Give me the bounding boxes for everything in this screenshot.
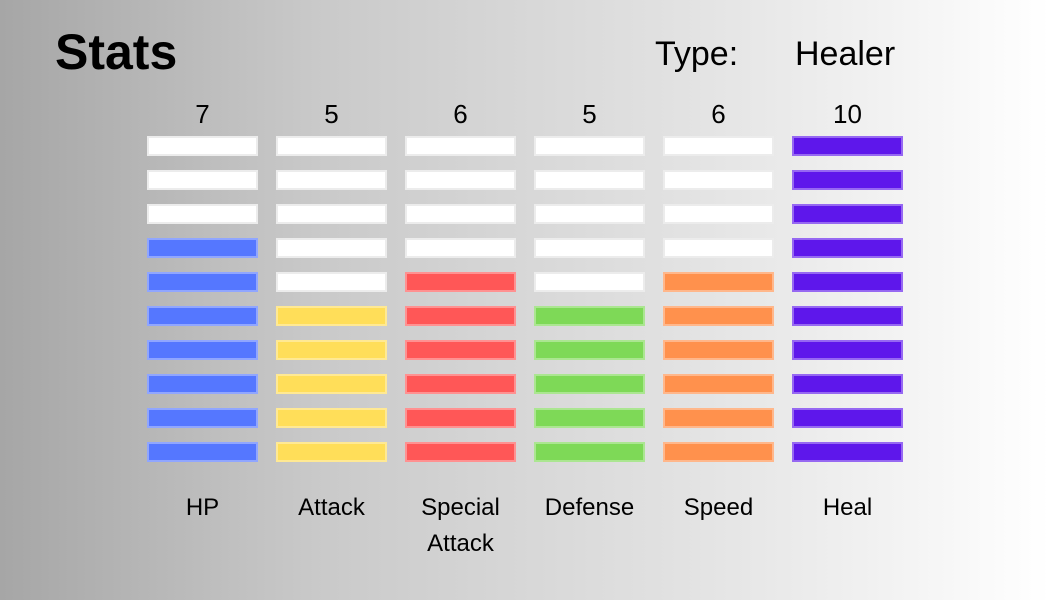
stat-segment-empty bbox=[663, 136, 774, 156]
stat-segment-empty bbox=[405, 136, 516, 156]
stat-segment-filled bbox=[276, 306, 387, 326]
stat-column-attack: 5 Attack bbox=[276, 96, 387, 562]
stat-value: 5 bbox=[324, 99, 339, 129]
stat-value: 5 bbox=[582, 99, 597, 129]
type-value: Healer bbox=[795, 35, 896, 73]
stat-segment-filled bbox=[276, 340, 387, 360]
stat-segment-empty bbox=[276, 204, 387, 224]
stat-segment-empty bbox=[276, 170, 387, 190]
stat-bar-meter bbox=[534, 136, 645, 462]
stat-segment-filled bbox=[147, 340, 258, 360]
stat-column-speed: 6 Speed bbox=[663, 96, 774, 562]
stat-segment-filled bbox=[663, 442, 774, 462]
stat-segment-filled bbox=[792, 238, 903, 258]
page-title: Stats bbox=[55, 24, 178, 80]
stat-bar-meter bbox=[276, 136, 387, 462]
stat-bar-meter bbox=[792, 136, 903, 462]
stat-segment-filled bbox=[405, 272, 516, 292]
stat-segment-empty bbox=[534, 238, 645, 258]
stat-segment-filled bbox=[663, 374, 774, 394]
stat-segment-filled bbox=[276, 374, 387, 394]
stat-segment-filled bbox=[147, 374, 258, 394]
stat-segment-empty bbox=[147, 204, 258, 224]
stat-column-special-attack: 6 Special Attack bbox=[405, 96, 516, 562]
stat-segment-filled bbox=[405, 442, 516, 462]
stat-segment-filled bbox=[792, 272, 903, 292]
stat-value: 6 bbox=[453, 99, 468, 129]
stat-segment-empty bbox=[663, 170, 774, 190]
stat-column-hp: 7 HP bbox=[147, 96, 258, 562]
stat-segment-empty bbox=[276, 136, 387, 156]
stat-column-defense: 5 Defense bbox=[534, 96, 645, 562]
stat-segment-empty bbox=[663, 204, 774, 224]
stat-segment-filled bbox=[792, 204, 903, 224]
stat-bar-meter bbox=[405, 136, 516, 462]
stat-segment-filled bbox=[276, 442, 387, 462]
stat-segment-filled bbox=[792, 340, 903, 360]
stats-panel: 7 HP 5 Attack 6 Special Attack 5 Defense… bbox=[147, 96, 903, 562]
stat-segment-filled bbox=[792, 374, 903, 394]
stat-segment-filled bbox=[405, 408, 516, 428]
stat-segment-filled bbox=[663, 272, 774, 292]
stat-label: Heal bbox=[822, 494, 873, 521]
stat-segment-filled bbox=[534, 306, 645, 326]
stat-value: 7 bbox=[195, 99, 210, 129]
stat-label: Special Attack bbox=[421, 494, 500, 557]
stat-segment-empty bbox=[534, 204, 645, 224]
stat-label: Attack bbox=[298, 494, 365, 521]
stat-segment-filled bbox=[147, 272, 258, 292]
stat-segment-filled bbox=[792, 408, 903, 428]
stat-segment-filled bbox=[534, 340, 645, 360]
stat-bar-meter bbox=[147, 136, 258, 462]
stat-segment-empty bbox=[663, 238, 774, 258]
stat-segment-empty bbox=[405, 204, 516, 224]
stat-segment-filled bbox=[534, 442, 645, 462]
stat-segment-filled bbox=[663, 306, 774, 326]
stat-segment-filled bbox=[792, 306, 903, 326]
stat-segment-filled bbox=[405, 340, 516, 360]
stat-segment-empty bbox=[276, 238, 387, 258]
type-label: Type: bbox=[655, 35, 739, 73]
stat-segment-empty bbox=[147, 136, 258, 156]
stat-label: Speed bbox=[683, 494, 754, 521]
stat-segment-filled bbox=[276, 408, 387, 428]
stat-segment-filled bbox=[147, 408, 258, 428]
stat-segment-filled bbox=[147, 442, 258, 462]
stat-segment-empty bbox=[405, 170, 516, 190]
stat-segment-empty bbox=[534, 272, 645, 292]
stat-segment-filled bbox=[534, 408, 645, 428]
stat-segment-filled bbox=[663, 340, 774, 360]
stat-label: HP bbox=[185, 494, 220, 521]
stat-segment-filled bbox=[792, 170, 903, 190]
stat-segment-empty bbox=[534, 136, 645, 156]
stat-segment-filled bbox=[792, 442, 903, 462]
stat-value: 10 bbox=[833, 99, 862, 129]
stat-segment-filled bbox=[147, 306, 258, 326]
stat-segment-filled bbox=[534, 374, 645, 394]
stat-segment-empty bbox=[405, 238, 516, 258]
stat-segment-empty bbox=[276, 272, 387, 292]
stat-segment-empty bbox=[147, 170, 258, 190]
stat-bar-meter bbox=[663, 136, 774, 462]
stat-segment-filled bbox=[405, 374, 516, 394]
stat-segment-filled bbox=[147, 238, 258, 258]
stat-segment-empty bbox=[534, 170, 645, 190]
stat-segment-filled bbox=[792, 136, 903, 156]
stat-segment-filled bbox=[663, 408, 774, 428]
stat-value: 6 bbox=[711, 99, 726, 129]
stat-segment-filled bbox=[405, 306, 516, 326]
stat-column-heal: 10 Heal bbox=[792, 96, 903, 562]
stat-label: Defense bbox=[544, 494, 635, 521]
